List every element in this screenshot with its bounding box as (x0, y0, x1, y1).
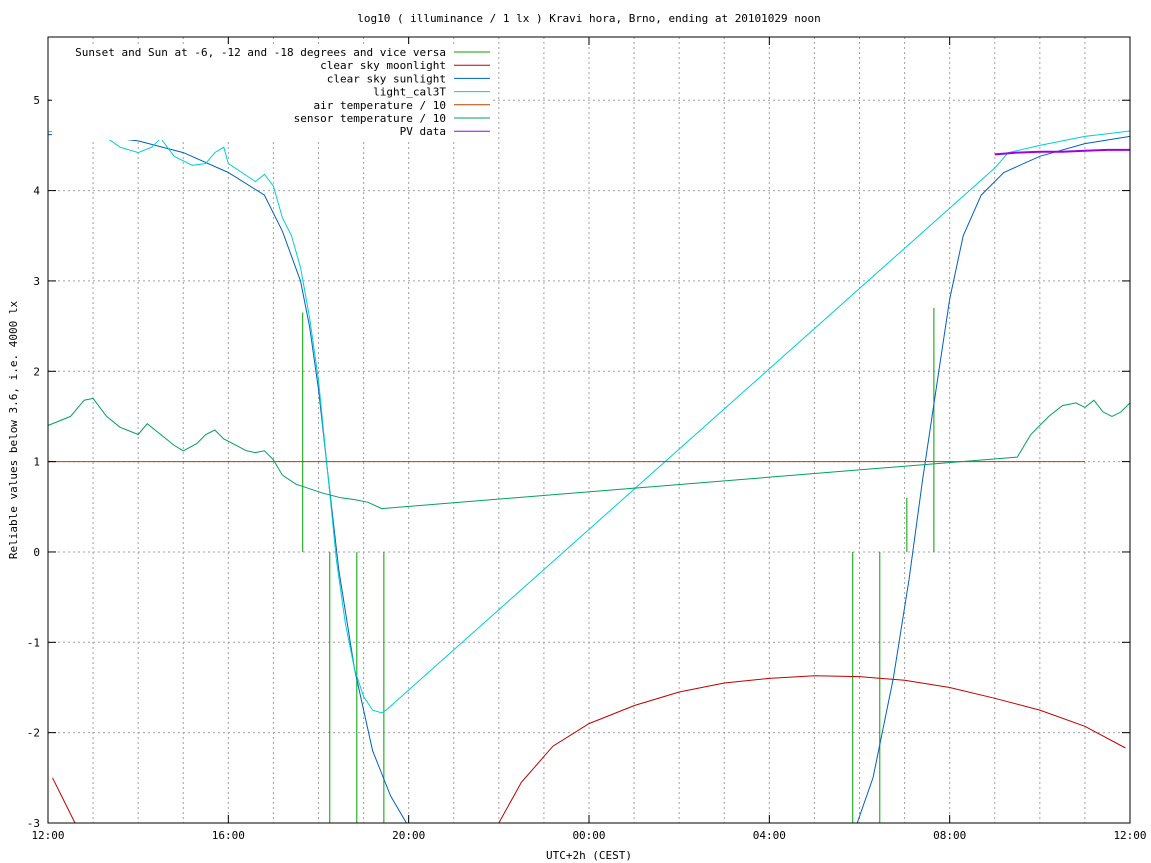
series-sun-events (302, 308, 935, 823)
y-tick-label: 1 (33, 456, 40, 469)
series-line-2 (47, 134, 1131, 824)
y-tick-label: -2 (27, 727, 40, 740)
legend-entry-label: clear sky sunlight (327, 72, 446, 85)
y-tick-label: 2 (33, 365, 40, 378)
series-layer (47, 126, 1131, 824)
series-line-6 (994, 148, 1130, 156)
legend-entry-label: clear sky moonlight (320, 59, 446, 72)
legend-background (52, 44, 492, 140)
series-line-3 (47, 126, 1131, 714)
plot-frame (47, 36, 1131, 824)
y-tick-label: 5 (33, 94, 40, 107)
x-axis-label: UTC+2h (CEST) (546, 849, 632, 862)
legend: Sunset and Sun at -6, -12 and -18 degree… (52, 44, 492, 140)
x-tick-label: 00:00 (572, 829, 605, 842)
x-tick-label: 12:00 (31, 829, 64, 842)
y-tick-label: -3 (27, 817, 40, 830)
y-tick-label: 3 (33, 275, 40, 288)
grid (48, 37, 1130, 823)
legend-entry-label: sensor temperature / 10 (294, 112, 446, 125)
x-tick-label: 16:00 (212, 829, 245, 842)
x-tick-label: 04:00 (753, 829, 786, 842)
axis-ticks: 12:00 16:00 20:00 00:00 04:00 08:00 12:00-3-2-… (27, 37, 1147, 842)
y-axis-label: Reliable values below 3.6, i.e. 4000 lx (7, 300, 20, 559)
y-tick-label: 0 (33, 546, 40, 559)
x-tick-label: 20:00 (392, 829, 425, 842)
legend-entry-label: Sunset and Sun at -6, -12 and -18 degree… (75, 46, 446, 59)
legend-entry-label: light_cal3T (373, 86, 446, 99)
x-tick-label: 12:00 (1113, 829, 1146, 842)
legend-entry-label: PV data (400, 125, 446, 138)
y-tick-label: 4 (33, 185, 40, 198)
x-tick-label: 08:00 (933, 829, 966, 842)
legend-entry-label: air temperature / 10 (314, 99, 446, 112)
chart-title: log10 ( illuminance / 1 lx ) Kravi hora,… (357, 12, 821, 25)
y-tick-label: -1 (27, 636, 40, 649)
series-line-5 (47, 397, 1131, 510)
